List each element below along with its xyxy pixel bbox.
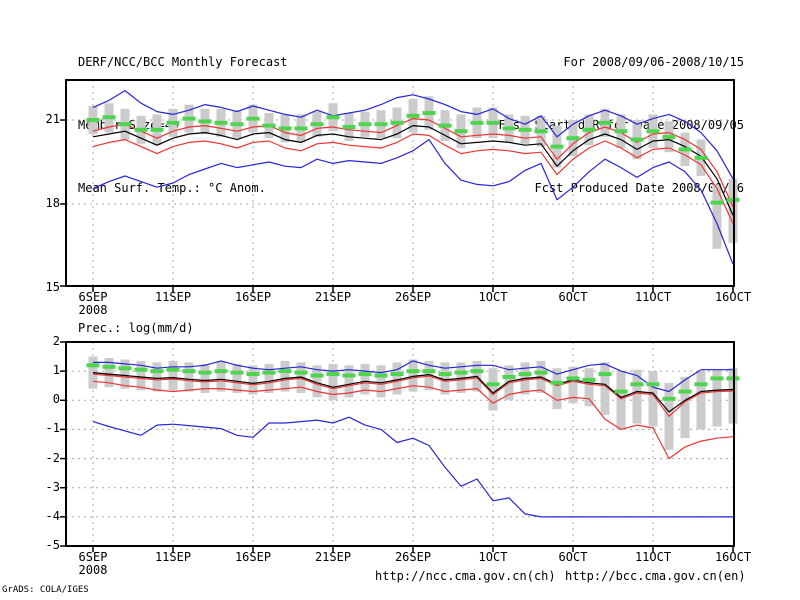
- spread-bar: [104, 358, 114, 388]
- x-tick-label: 26SEP: [394, 550, 432, 564]
- x-tick-label: 11OCT: [634, 550, 672, 564]
- spread-bar: [120, 359, 130, 389]
- spread-bar: [264, 363, 274, 393]
- spread-bar: [648, 371, 658, 427]
- spread-bar: [696, 371, 706, 430]
- y-tick-label: 15: [45, 279, 60, 294]
- spread-bar: [408, 359, 418, 392]
- spread-bar: [616, 371, 626, 430]
- spread-bar: [280, 360, 290, 392]
- precip-chart-title: Prec.: log(mm/d): [78, 321, 194, 335]
- x-tick-label: 6SEP 2008: [78, 550, 108, 577]
- y-tick-label: 2: [52, 334, 60, 348]
- forecast-range-label: For 2008/09/06-2008/10/15: [563, 55, 744, 69]
- spread-bar: [360, 363, 370, 395]
- spread-bar: [600, 362, 610, 415]
- spread-bar: [712, 369, 722, 427]
- spread-bar: [216, 360, 226, 392]
- spread-bar: [232, 363, 242, 393]
- spread-bar: [312, 365, 322, 398]
- y-tick-label: 21: [45, 112, 60, 127]
- y-tick-label: -2: [45, 450, 60, 465]
- spread-bar: [680, 376, 690, 439]
- spread-bar: [712, 184, 722, 249]
- spread-bar: [376, 365, 386, 398]
- x-tick-label: 11SEP: [154, 550, 192, 564]
- precipitation-chart: [60, 341, 740, 552]
- y-tick-label: -4: [45, 508, 60, 523]
- spread-bar: [344, 365, 354, 398]
- spread-bar: [392, 362, 402, 395]
- x-tick-label: 11SEP: [154, 290, 192, 304]
- series-lower-quartile: [92, 133, 734, 224]
- spread-bar: [296, 362, 306, 393]
- series-ensemble-max: [92, 90, 734, 180]
- x-tick-label: 26SEP: [394, 290, 432, 304]
- ncc-url-text: http://ncc.cma.gov.cn(ch): [375, 569, 556, 583]
- spread-bar: [184, 362, 194, 392]
- spread-bar: [456, 362, 466, 393]
- spread-bar: [168, 360, 178, 391]
- spread-bar: [248, 365, 258, 395]
- plot-title: DERF/NCC/BCC Monthly Forecast: [78, 55, 288, 69]
- bcc-url-text: http://bcc.cma.gov.cn(en): [565, 569, 746, 583]
- y-tick-label: -3: [45, 479, 60, 494]
- series-ensemble-min: [92, 416, 733, 518]
- spread-bar: [632, 369, 642, 424]
- chart-frame: [65, 79, 735, 287]
- spread-bar: [488, 368, 498, 411]
- spread-bar: [152, 362, 162, 392]
- spread-bar: [440, 362, 450, 395]
- grads-credit: GrADS: COLA/IGES: [2, 585, 89, 595]
- y-tick-label: -1: [45, 421, 60, 436]
- x-tick-label: 6OCT: [558, 550, 588, 564]
- spread-bar: [136, 360, 146, 391]
- spread-bar: [584, 368, 594, 407]
- series-ensemble-max: [93, 360, 733, 393]
- chart-frame: [65, 341, 735, 547]
- spread-bar: [552, 368, 562, 410]
- x-tick-label: 1OCT: [478, 550, 508, 564]
- spread-bar: [328, 363, 338, 401]
- spread-bar: [568, 366, 578, 404]
- x-tick-label: 1OCT: [478, 290, 508, 304]
- series-upper-quartile: [92, 117, 734, 208]
- series-lower-quartile: [92, 380, 734, 460]
- temp-chart-title: Mean Surf. Temp.: °C Anom.: [78, 181, 266, 195]
- series-ensemble-mean: [92, 372, 734, 413]
- x-tick-label: 16SEP: [234, 550, 272, 564]
- x-tick-label: 16OCT: [714, 290, 752, 304]
- x-tick-label: 6OCT: [558, 290, 588, 304]
- x-tick-label: 21SEP: [314, 550, 352, 564]
- spread-bar: [200, 363, 210, 393]
- x-tick-label: 6SEP 2008: [78, 290, 108, 317]
- y-tick-label: 1: [52, 363, 60, 378]
- series-ensemble-mean: [92, 124, 734, 216]
- x-tick-label: 21SEP: [314, 290, 352, 304]
- x-tick-label: 16SEP: [234, 290, 272, 304]
- series-ensemble-min: [92, 138, 734, 265]
- series-upper-quartile: [92, 373, 734, 417]
- y-tick-label: 18: [45, 195, 60, 210]
- y-tick-label: 0: [52, 392, 60, 407]
- temperature-chart: [60, 79, 740, 292]
- x-tick-label: 11OCT: [634, 290, 672, 304]
- y-tick-label: -5: [45, 538, 60, 552]
- x-tick-label: 16OCT: [714, 550, 752, 564]
